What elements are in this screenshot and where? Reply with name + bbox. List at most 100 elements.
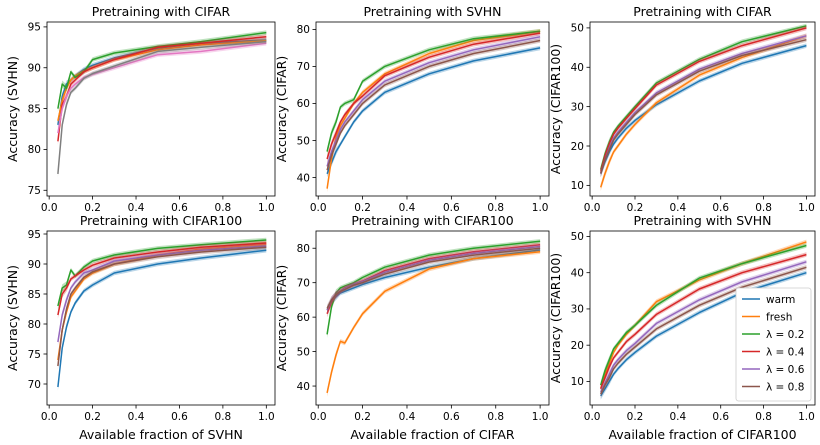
x-tick-label: 0.2 [627,202,644,214]
y-tick-label: 80 [297,24,310,36]
series-line [326,250,541,394]
series-line [326,47,541,175]
legend: warm fresh λ = 0.2 λ = 0.4 λ = 0.6 λ = 0.8 [735,287,812,402]
series-line [600,261,807,393]
chart-panel-2: 0.0 0.2 0.4 0.6 0.8 1.0 40 50 60 70 80 Pretraining … [274,4,550,214]
x-tick-label: 0.8 [215,411,232,423]
series-l08 [57,244,267,370]
series-line [599,27,807,172]
plot-frame [315,230,550,406]
y-tick-label: 70 [297,61,310,73]
series-l04 [57,240,267,319]
series-line [57,239,267,307]
series-band [57,243,267,346]
y-axis-label: Accuracy (SVHN) [5,265,20,371]
y-tick-label: 80 [28,319,41,331]
x-axis-label: Available fraction of CIFAR [350,427,515,442]
chart-panel-6: 0.0 0.2 0.4 0.6 0.8 1.0 10 20 30 40 50 Pretraining … [548,213,816,442]
series-l04 [326,30,541,163]
y-tick-label: 50 [297,135,310,147]
series-l06 [57,243,267,346]
series-fresh [599,239,807,393]
y-tick-label: 75 [28,185,41,197]
x-tick-label: 0.8 [215,202,232,214]
x-tick-label: 0.0 [310,411,327,423]
series-l04 [599,25,807,176]
chart-title: Pretraining with CIFAR [633,4,772,19]
series-band [57,37,267,129]
y-tick-label: 50 [571,231,584,243]
x-tick-label: 0.8 [487,202,504,214]
x-tick-label: 0.2 [354,411,371,423]
series-line [326,30,541,152]
series-fresh [599,33,807,191]
series-line [57,242,267,316]
y-tick-label: 95 [28,22,41,34]
series-line [599,241,807,389]
series-line [600,271,807,397]
legend-entry: λ = 0.8 [742,381,804,393]
x-tick-label: 0.6 [712,202,729,214]
y-tick-label: 60 [297,98,310,110]
y-tick-label: 60 [297,312,310,324]
series-l06 [600,259,807,396]
x-tick-label: 0.6 [171,202,188,214]
series-l08 [326,246,541,313]
series-line [599,35,807,188]
x-tick-label: 0.6 [443,411,460,423]
x-tick-label: 0.8 [755,411,772,423]
x-tick-label: 1.0 [258,202,275,214]
series-fresh [57,241,267,364]
x-tick-label: 1.0 [532,411,549,423]
x-axis-label: Available fraction of CIFAR100 [608,427,796,442]
chart-title: Pretraining with CIFAR100 [80,213,242,228]
legend-entry: warm [742,294,795,306]
series-line [57,245,267,343]
series-band [327,249,541,397]
x-tick-label: 0.0 [584,202,601,214]
series-line [600,253,807,389]
y-tick-label: 10 [571,180,584,192]
y-tick-label: 50 [297,346,310,358]
plot-frame [315,21,550,197]
legend-label: λ = 0.6 [766,364,805,376]
chart-title: Pretraining with SVHN [363,4,501,19]
chart-panel-1: 0.0 0.2 0.4 0.6 0.8 1.0 75 80 85 90 95 Pretraining … [5,4,276,214]
y-tick-label: 20 [571,340,584,352]
x-tick-label: 0.6 [712,411,729,423]
y-axis-label: Accuracy (SVHN) [5,56,20,162]
x-tick-label: 1.0 [532,202,549,214]
x-tick-label: 0.4 [128,202,145,214]
chart-panel-3: 0.0 0.2 0.4 0.6 0.8 1.0 10 20 30 40 50 Pretraining … [548,4,816,214]
series-band [57,41,267,137]
series-l08 [599,37,807,178]
series-line [599,38,807,174]
y-axis-label: Accuracy (CIFAR100) [548,253,563,383]
y-axis-label: Accuracy (CIFAR100) [548,44,563,174]
plot-frame [46,21,276,197]
legend-label: λ = 0.4 [766,346,805,358]
series-line [600,266,807,395]
x-tick-label: 1.0 [798,202,815,214]
series-line [326,32,541,160]
legend-entry: λ = 0.6 [742,364,805,376]
series-band [57,241,267,364]
x-tick-label: 0.4 [128,411,145,423]
legend-entry: λ = 0.4 [742,346,805,358]
y-tick-label: 70 [297,277,310,289]
x-tick-label: 0.6 [443,202,460,214]
series-line [326,36,541,167]
x-axis-label: Available fraction of SVHN [79,427,243,442]
y-tick-label: 20 [571,141,584,153]
legend-label: λ = 0.2 [766,329,804,341]
series-warm [600,270,807,400]
y-axis-label: Accuracy (CIFAR) [274,265,289,372]
series-band [327,30,541,163]
chart-panel-5: 0.0 0.2 0.4 0.6 0.8 1.0 40 50 60 70 80 Pretraining … [274,213,550,442]
series-warm [57,247,267,391]
legend-label: warm [766,294,795,306]
series-line [326,39,541,171]
series-band [327,38,541,174]
y-tick-label: 80 [297,243,310,255]
series-band [57,39,267,178]
